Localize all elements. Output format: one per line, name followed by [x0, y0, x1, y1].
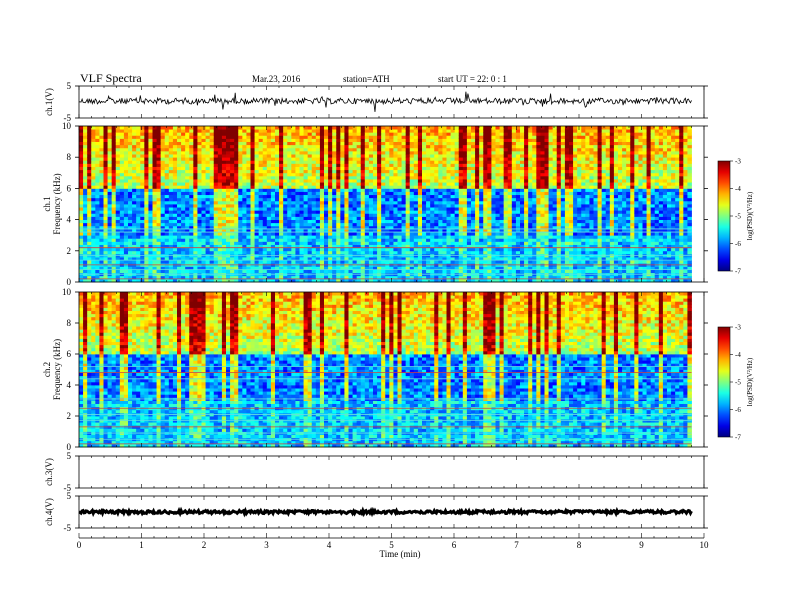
figure-title: VLF Spectra	[80, 71, 142, 85]
y-tick-label: 10	[62, 287, 72, 297]
y-tick-label: 5	[67, 491, 72, 501]
channel-label: ch.2	[42, 362, 52, 377]
y-tick-label: 5	[67, 81, 72, 91]
x-tick-label: 9	[639, 540, 644, 550]
y-tick-label: 6	[67, 349, 72, 359]
colorbars: -3 -4 -5 -6 -7 log(PSD)(V²/Hz) -3 -4 -5 -6 -7 log(P…	[717, 158, 754, 442]
x-tick-label: 4	[327, 540, 332, 550]
x-tick-label: 3	[264, 540, 269, 550]
y-tick-label: 4	[67, 215, 72, 225]
y-tick-label: 4	[67, 380, 72, 390]
y-axis-label: ch.1(V)	[44, 88, 54, 116]
y-axis-label: Frequency (kHz)	[52, 173, 62, 234]
panel-ch1-spec: 0 2 4 6 8 10 ch.1 Frequency (kHz)	[42, 121, 708, 287]
colorbar-tick-label: -4	[735, 185, 741, 193]
colorbar-tick-label: -4	[735, 351, 741, 359]
y-tick-label: 2	[67, 411, 72, 421]
y-tick-label: 6	[67, 183, 72, 193]
spectrogram-ch1-spec	[79, 126, 692, 283]
x-axis-label: Time (min)	[380, 549, 421, 559]
colorbar-tick-label: -3	[735, 158, 741, 166]
x-tick-label: 1	[139, 540, 144, 550]
panel-frame	[78, 455, 705, 489]
station-label: station=ATH	[343, 74, 390, 84]
y-tick-label: 8	[67, 318, 72, 328]
panel-ch2-spec: 0 2 4 6 8 10 ch.2 Frequency (kHz)	[42, 287, 708, 452]
colorbar-tick-label: -5	[735, 379, 741, 387]
panel-frame	[78, 85, 705, 119]
y-tick-label: -5	[64, 483, 72, 493]
y-tick-label: 0	[67, 442, 72, 452]
x-tick-label: 5	[389, 540, 394, 550]
colorbar-tick-label: -5	[735, 213, 741, 221]
x-tick-label: 0	[77, 540, 82, 550]
y-tick-label: 2	[67, 246, 72, 256]
colorbar-scale	[717, 160, 731, 272]
y-axis-label: ch.4(V)	[44, 498, 54, 526]
colorbar-tick-label: -7	[735, 268, 741, 276]
colorbar-tick-label: -6	[735, 240, 741, 248]
y-tick-label: 5	[67, 451, 72, 461]
y-axis-label: ch.3(V)	[44, 458, 54, 486]
colorbar-tick-label: -6	[735, 406, 741, 414]
panel-ch4-wave: 5 -5 ch.4(V)	[44, 491, 708, 533]
x-tick-label: 6	[452, 540, 457, 550]
y-tick-label: 10	[62, 121, 72, 131]
colorbar-ch1-spec: -3 -4 -5 -6 -7 log(PSD)(V²/Hz)	[717, 158, 754, 276]
channel-label: ch.1	[42, 196, 52, 211]
colorbar-tick-label: -3	[735, 324, 741, 332]
waveform-ch4-wave	[78, 506, 693, 518]
colorbar-ch2-spec: -3 -4 -5 -6 -7 log(PSD)(V²/Hz)	[717, 324, 754, 442]
panel-ch1-wave: 5 -5 ch.1(V)	[44, 81, 708, 123]
date-label: Mar.23, 2016	[252, 74, 301, 84]
colorbar-scale	[717, 326, 731, 438]
spectrogram-ch2-spec	[79, 292, 692, 448]
x-tick-label: 7	[514, 540, 519, 550]
y-tick-label: 8	[67, 152, 72, 162]
start-time-label: start UT = 22: 0 : 1	[438, 74, 507, 84]
colorbar-label: log(PSD)(V²/Hz)	[746, 191, 754, 240]
colorbar-tick-label: -7	[735, 434, 741, 442]
waveform-ch1-wave	[78, 91, 692, 112]
y-tick-label: 0	[67, 277, 72, 287]
y-tick-label: -5	[64, 113, 72, 123]
x-tick-label: 10	[700, 540, 710, 550]
x-axis: 0 1 2 3 4 5 6 7 8 9 10	[77, 533, 709, 550]
x-tick-label: 2	[202, 540, 207, 550]
y-axis-label: Frequency (kHz)	[52, 339, 62, 400]
x-tick-label: 8	[577, 540, 582, 550]
y-tick-label: -5	[64, 523, 72, 533]
colorbar-label: log(PSD)(V²/Hz)	[746, 357, 754, 406]
panel-ch3-wave: 5 -5 ch.3(V)	[44, 451, 708, 493]
